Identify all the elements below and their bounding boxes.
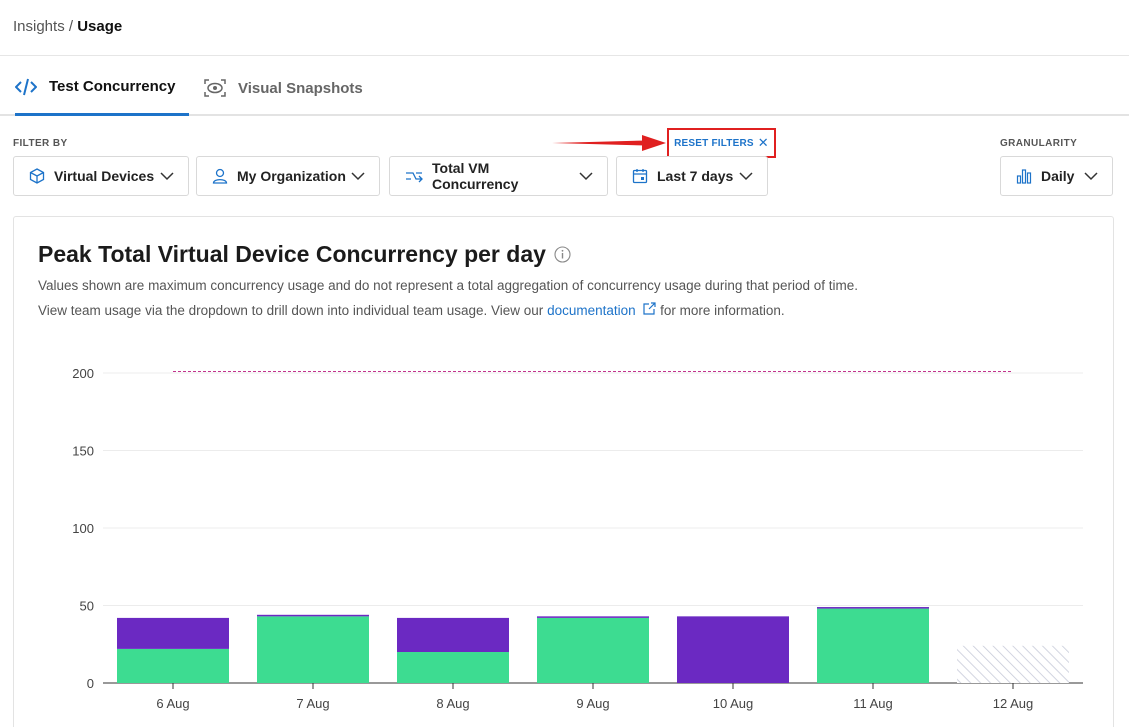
granularity-value: Daily (1041, 168, 1075, 184)
bar-segment-purple (397, 617, 509, 652)
x-tick-label: 10 Aug (713, 696, 754, 711)
chart-description: Values shown are maximum concurrency usa… (38, 278, 858, 293)
filter-by-label: FILTER BY (13, 138, 68, 149)
tab-visual-snapshots[interactable]: Visual Snapshots (204, 60, 363, 116)
header-divider (0, 55, 1129, 56)
metric-dropdown[interactable]: Total VM Concurrency (389, 156, 608, 196)
y-tick-label: 50 (80, 599, 94, 614)
chevron-down-icon (351, 171, 365, 181)
bar-segment-purple (117, 617, 229, 649)
bar-segment-green (117, 648, 229, 683)
tab-label: Visual Snapshots (238, 79, 363, 97)
documentation-link[interactable]: documentation (547, 303, 636, 318)
bar-segment-green (257, 616, 369, 683)
tab-bar: Test Concurrency Visual Snapshots (0, 60, 1129, 116)
breadcrumb: Insights / Usage (13, 18, 122, 35)
desc-suffix: for more information. (656, 303, 785, 318)
breadcrumb-current: Usage (77, 18, 123, 35)
chevron-down-icon (739, 171, 753, 181)
granularity-dropdown[interactable]: Daily (1000, 156, 1113, 196)
user-icon (212, 168, 228, 184)
red-arrow-annotation (552, 135, 666, 151)
chevron-down-icon (1084, 171, 1098, 181)
x-tick-label: 6 Aug (156, 696, 189, 711)
x-tick-label: 11 Aug (853, 696, 893, 711)
bar-segment-green (397, 652, 509, 683)
info-icon[interactable] (554, 246, 571, 263)
concurrency-icon (405, 169, 423, 183)
chart-title: Peak Total Virtual Device Concurrency pe… (38, 241, 571, 268)
organization-value: My Organization (237, 168, 346, 184)
desc-prefix: View team usage via the dropdown to dril… (38, 303, 548, 318)
organization-dropdown[interactable]: My Organization (196, 156, 380, 196)
chevron-down-icon (579, 171, 593, 181)
cube-icon (29, 168, 45, 184)
bar-partial-day (957, 645, 1069, 683)
chart-title-text: Peak Total Virtual Device Concurrency pe… (38, 241, 546, 267)
bar-chart-icon (1016, 168, 1032, 184)
date-range-value: Last 7 days (657, 168, 734, 184)
x-tick-label: 8 Aug (436, 696, 469, 711)
usage-chart-card: Peak Total Virtual Device Concurrency pe… (13, 216, 1114, 727)
y-tick-label: 150 (72, 444, 94, 459)
bar-segment-green (537, 617, 649, 683)
x-tick-label: 7 Aug (296, 696, 329, 711)
calendar-icon (632, 168, 648, 184)
x-tick-label: 9 Aug (576, 696, 609, 711)
y-tick-label: 100 (72, 521, 94, 536)
bar-segment-purple (817, 607, 929, 609)
device-type-dropdown[interactable]: Virtual Devices (13, 156, 189, 196)
chart-description-links: View team usage via the dropdown to dril… (38, 302, 785, 318)
tab-label: Test Concurrency (49, 78, 176, 95)
y-tick-label: 0 (87, 676, 94, 691)
code-icon (15, 78, 49, 96)
date-range-dropdown[interactable]: Last 7 days (616, 156, 768, 196)
x-tick-label: 12 Aug (993, 696, 1034, 711)
bar-segment-purple (537, 616, 649, 618)
close-icon: ✕ (757, 135, 769, 150)
device-type-value: Virtual Devices (54, 168, 155, 184)
metric-value: Total VM Concurrency (432, 160, 519, 192)
breadcrumb-parent[interactable]: Insights (13, 18, 65, 35)
bar-segment-green (817, 608, 929, 683)
chevron-down-icon (160, 171, 174, 181)
tab-test-concurrency[interactable]: Test Concurrency (15, 60, 189, 116)
y-tick-label: 200 (72, 366, 94, 381)
breadcrumb-separator: / (64, 18, 78, 35)
bar-segment-purple (677, 616, 789, 683)
reset-filters-label: RESET FILTERS (674, 137, 754, 149)
external-link-icon[interactable] (643, 302, 656, 318)
eye-snapshot-icon (204, 79, 238, 97)
bar-segment-purple (257, 614, 369, 617)
granularity-label: GRANULARITY (1000, 138, 1078, 149)
